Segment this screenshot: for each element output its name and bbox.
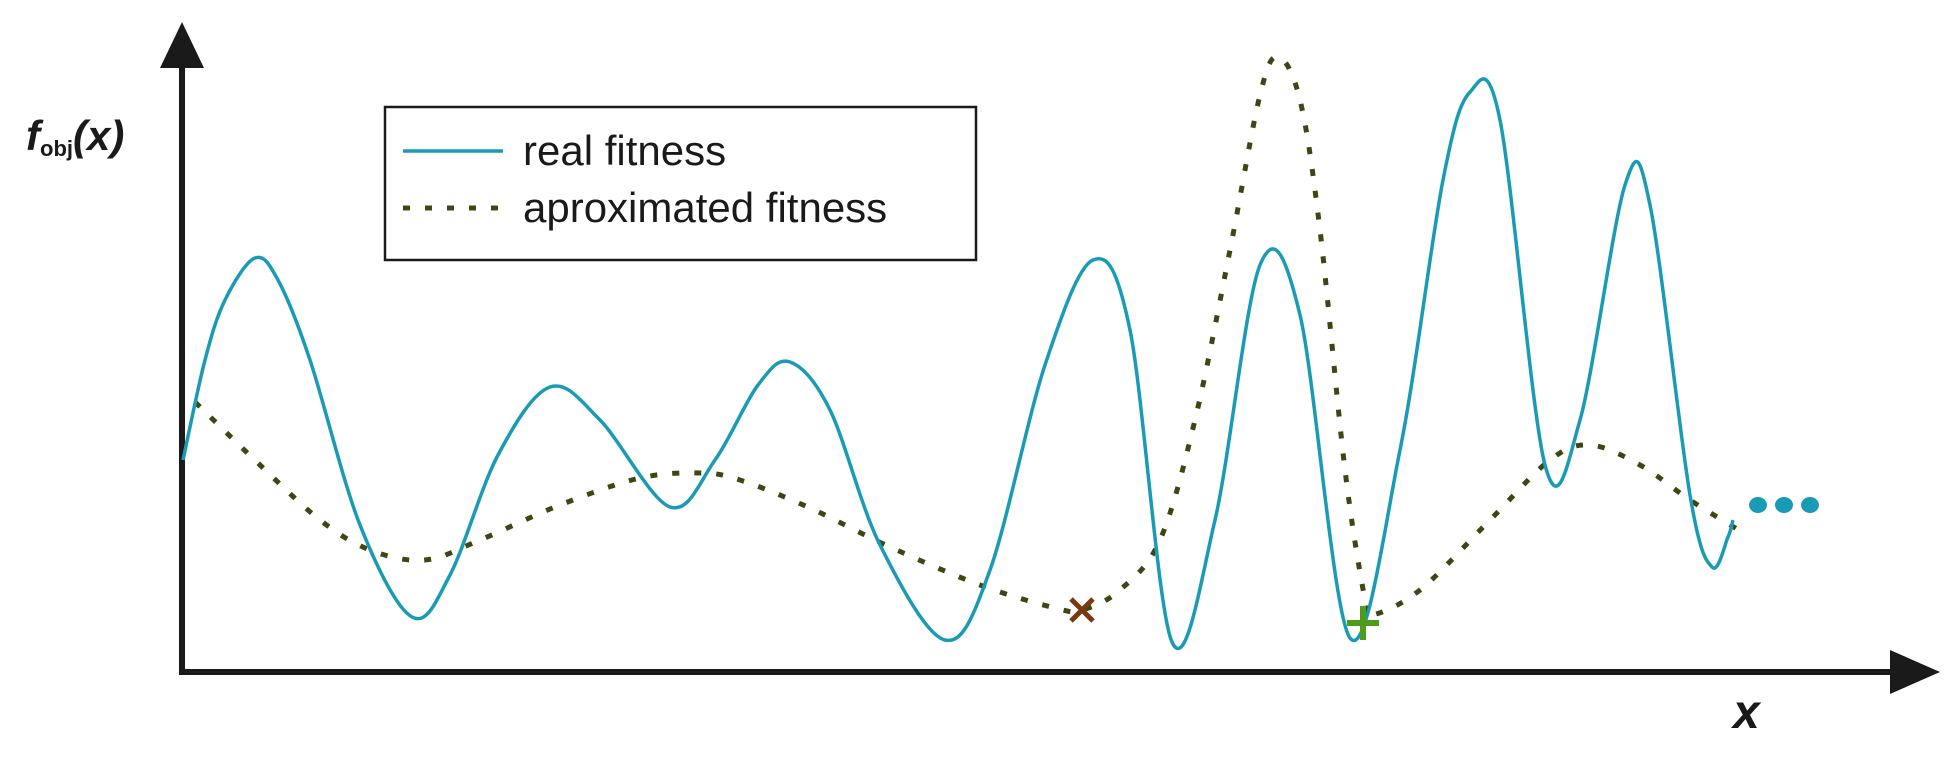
legend-approx-label: aproximated fitness [523,184,887,231]
legend-box [383,105,978,262]
real-fitness-curve [181,77,1735,651]
y-axis-label-main: f [26,112,44,159]
legend: real fitness aproximated fitness [383,105,978,262]
y-axis-arrowhead [160,22,204,68]
y-axis-label-sub: obj [40,136,73,161]
ellipsis-icon [1749,497,1819,513]
x-mark-icon [1069,597,1095,623]
legend-real-label: real fitness [523,127,726,174]
plus-mark-icon [1347,606,1379,640]
y-axis-label-arg: (x) [73,112,124,159]
approximated-fitness-curve [193,54,1744,620]
x-axis-arrowhead [1890,650,1940,694]
y-axis-label: fobj(x) [26,112,124,161]
x-axis-label: x [1730,686,1762,739]
